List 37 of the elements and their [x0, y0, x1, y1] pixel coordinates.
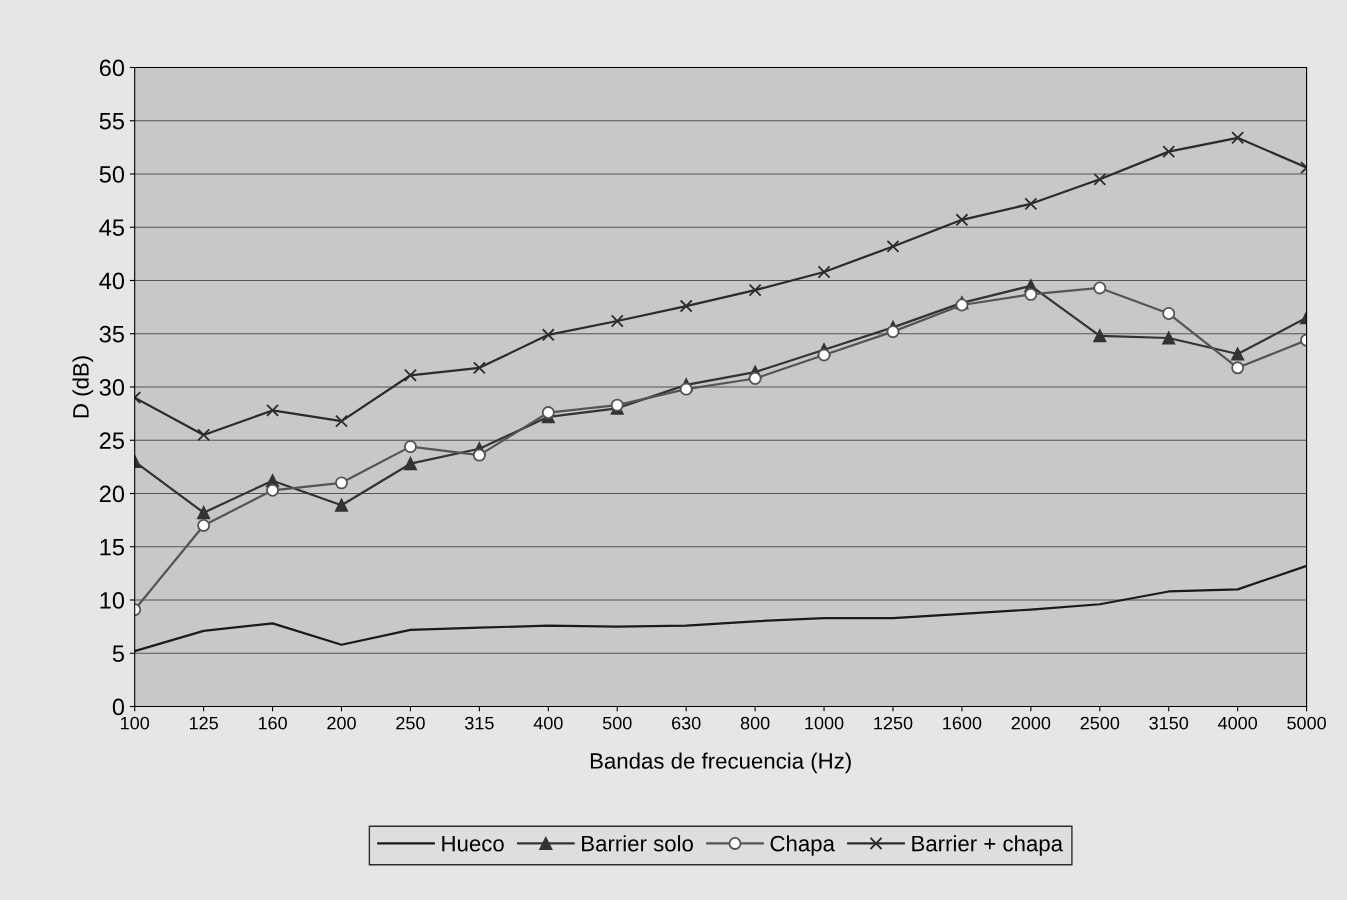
x-tick-label: 400	[533, 716, 563, 730]
x-tick-label: 315	[465, 716, 494, 730]
x-tick-label: 250	[396, 716, 425, 730]
y-tick-label: 0	[112, 698, 125, 716]
x-tick-label: 1000	[805, 716, 844, 730]
y-tick-label: 10	[100, 592, 125, 609]
x-tick-label: 200	[327, 716, 356, 730]
x-tick-label: 2500	[1080, 716, 1120, 730]
x-tick-label: 500	[602, 716, 632, 730]
x-tick-label: 3150	[1149, 716, 1189, 730]
y-tick-label: 30	[99, 379, 125, 396]
y-tick-label: 55	[99, 113, 124, 130]
x-tick-label: 800	[740, 716, 770, 730]
legend-label: Hueco	[442, 835, 504, 852]
x-axis-title: Bandas de frecuencia (Hz)	[590, 752, 851, 774]
legend-label: Barrier + chapa	[912, 835, 1064, 856]
x-tick-label: 630	[672, 716, 701, 730]
y-tick-label: 15	[100, 539, 124, 556]
x-tick-label: 5000	[1287, 716, 1326, 730]
y-tick-label: 40	[99, 272, 125, 290]
legend-label: Chapa	[770, 835, 835, 856]
legend-label: Barrier solo	[582, 835, 693, 852]
y-tick-label: 20	[99, 485, 125, 503]
x-tick-label: 2000	[1011, 716, 1051, 730]
x-tick-label: 4000	[1217, 716, 1258, 730]
x-tick-label: 1250	[874, 716, 913, 730]
y-tick-label: 45	[99, 219, 124, 237]
y-tick-label: 5	[112, 645, 124, 663]
x-tick-label: 125	[189, 716, 218, 730]
x-tick-label: 100	[121, 716, 150, 730]
y-tick-label: 25	[99, 432, 124, 450]
y-tick-label: 50	[99, 166, 125, 183]
y-tick-label: 35	[99, 325, 124, 343]
x-tick-label: 1600	[943, 716, 982, 730]
y-tick-label: 60	[99, 59, 125, 77]
x-tick-label: 160	[258, 716, 287, 730]
y-axis-title: D (dB)	[72, 356, 94, 418]
